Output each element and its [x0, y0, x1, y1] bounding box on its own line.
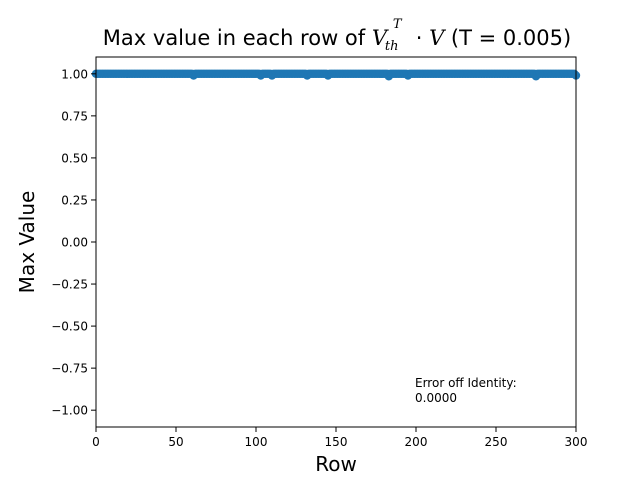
- x-tick-label: 0: [92, 435, 100, 449]
- y-tick-label: 0.75: [61, 109, 88, 123]
- plot-frame: [95, 56, 577, 428]
- chart-title-prefix: Max value in each row of: [102, 26, 372, 50]
- y-tick-label: 1.00: [61, 67, 88, 81]
- x-tick-label: 200: [405, 435, 428, 449]
- chart-title-math-sub: th: [384, 39, 399, 54]
- x-tick-label: 300: [565, 435, 588, 449]
- x-axis-ticks: 0 50 100 150 200 250 300: [92, 427, 587, 449]
- annotation-line-2: 0.0000: [415, 391, 457, 405]
- y-tick-label: 0.50: [61, 151, 88, 165]
- y-axis-label: Max Value: [15, 191, 39, 294]
- y-tick-label: 0.25: [61, 193, 88, 207]
- y-tick-label: −0.75: [51, 362, 88, 376]
- chart-title-math-base: V: [371, 26, 388, 50]
- x-tick-label: 150: [325, 435, 348, 449]
- chart-title-math-v: V: [429, 26, 445, 50]
- x-tick-label: 100: [245, 435, 268, 449]
- x-tick-label: 50: [168, 435, 183, 449]
- x-tick-label: 250: [485, 435, 508, 449]
- scatter-points: [91, 69, 581, 81]
- y-tick-label: −0.50: [51, 320, 88, 334]
- annotation-line-1: Error off Identity:: [415, 376, 517, 390]
- y-tick-label: −1.00: [51, 404, 88, 418]
- chart-title-suffix: (T = 0.005): [444, 26, 572, 50]
- y-tick-label: −0.25: [51, 278, 88, 292]
- chart-title-dot: ·: [409, 26, 430, 50]
- chart-title-math-sup: T: [392, 17, 402, 32]
- y-axis-ticks: −1.00 −0.75 −0.50 −0.25 0.00 0.25 0.50 0.75 1.00: [51, 67, 96, 418]
- y-tick-label: 0.00: [61, 236, 88, 250]
- x-axis-label: Row: [315, 452, 357, 476]
